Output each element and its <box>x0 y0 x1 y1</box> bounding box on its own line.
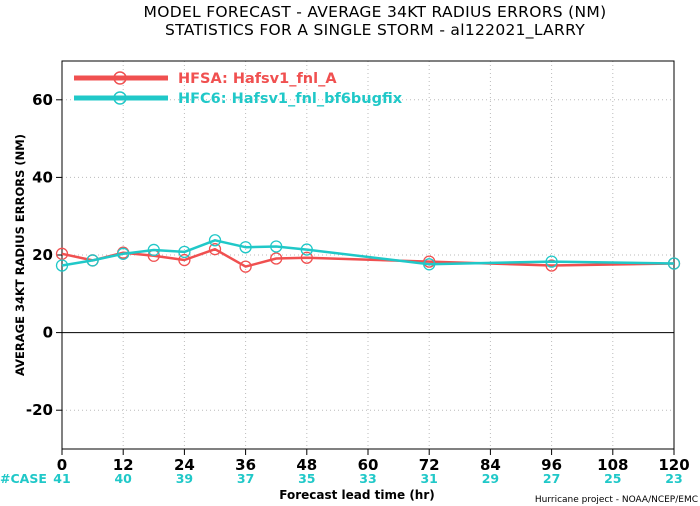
case-count: 29 <box>482 471 499 486</box>
y-tick-label: 20 <box>32 246 53 264</box>
y-axis-label: AVERAGE 34KT RADIUS ERRORS (NM) <box>13 134 27 376</box>
y-tick-label: -20 <box>26 401 53 419</box>
data-point <box>239 241 252 254</box>
data-point <box>545 259 558 272</box>
data-point <box>423 258 436 271</box>
case-count: 23 <box>665 471 682 486</box>
data-point <box>300 251 313 264</box>
credit-text: Hurricane project - NOAA/NCEP/EMC <box>535 495 698 505</box>
series-group <box>55 234 681 273</box>
legend: HFSA: Hafsv1_fnl_A HFC6: Hafsv1_fnl_bf6bu… <box>74 71 403 107</box>
legend-label: HFSA: Hafsv1_fnl_A <box>178 71 337 87</box>
case-count: 37 <box>237 471 254 486</box>
case-count: 33 <box>359 471 376 486</box>
data-point <box>117 247 130 260</box>
x-tick-label: 96 <box>541 456 562 474</box>
chart-subtitle: STATISTICS FOR A SINGLE STORM - al122021… <box>165 21 585 40</box>
data-point <box>239 260 252 273</box>
x-tick-label: 0 <box>57 456 67 474</box>
x-tick-label: 120 <box>658 456 689 474</box>
data-point <box>178 245 191 259</box>
x-tick-label: 24 <box>174 456 195 474</box>
data-point <box>86 254 99 267</box>
case-count: 39 <box>176 471 193 486</box>
data-point <box>667 257 681 270</box>
legend-label: HFC6: Hafsv1_fnl_bf6bugfix <box>178 91 403 107</box>
x-tick-label: 84 <box>480 456 501 474</box>
case-count: 41 <box>53 471 70 486</box>
data-point <box>147 243 160 257</box>
case-count: 40 <box>114 471 132 486</box>
x-axis-label: Forecast lead time (hr) <box>279 488 435 502</box>
data-point <box>208 243 222 256</box>
x-axis: 0 12 24 36 48 60 72 84 96 108 120 <box>57 449 690 474</box>
case-count: 35 <box>298 471 315 486</box>
case-counts: #CASE 41 40 39 37 35 33 31 29 27 25 23 <box>0 471 683 486</box>
data-point <box>300 243 313 256</box>
y-axis: -20 0 20 40 60 <box>26 91 62 419</box>
chart-title: MODEL FORECAST - AVERAGE 34KT RADIUS ERR… <box>144 3 607 21</box>
data-point <box>178 253 191 267</box>
data-point <box>55 259 69 272</box>
x-tick-label: 60 <box>358 456 379 474</box>
grid <box>62 61 674 449</box>
x-tick-label: 108 <box>597 456 628 474</box>
x-tick-label: 72 <box>419 456 440 474</box>
case-count: 25 <box>604 471 621 486</box>
case-count: 31 <box>420 471 437 486</box>
y-tick-label: 60 <box>32 91 53 109</box>
case-label: #CASE <box>0 471 47 486</box>
x-tick-label: 48 <box>296 456 317 474</box>
data-point <box>270 240 283 253</box>
legend-marker <box>113 71 127 85</box>
y-tick-label: 40 <box>32 168 53 186</box>
case-count: 27 <box>543 471 560 486</box>
y-tick-label: 0 <box>43 324 53 342</box>
x-tick-label: 36 <box>235 456 256 474</box>
data-point <box>270 252 283 265</box>
data-point <box>208 234 222 247</box>
data-point <box>545 255 558 268</box>
x-tick-label: 12 <box>113 456 134 474</box>
legend-marker <box>113 91 127 105</box>
